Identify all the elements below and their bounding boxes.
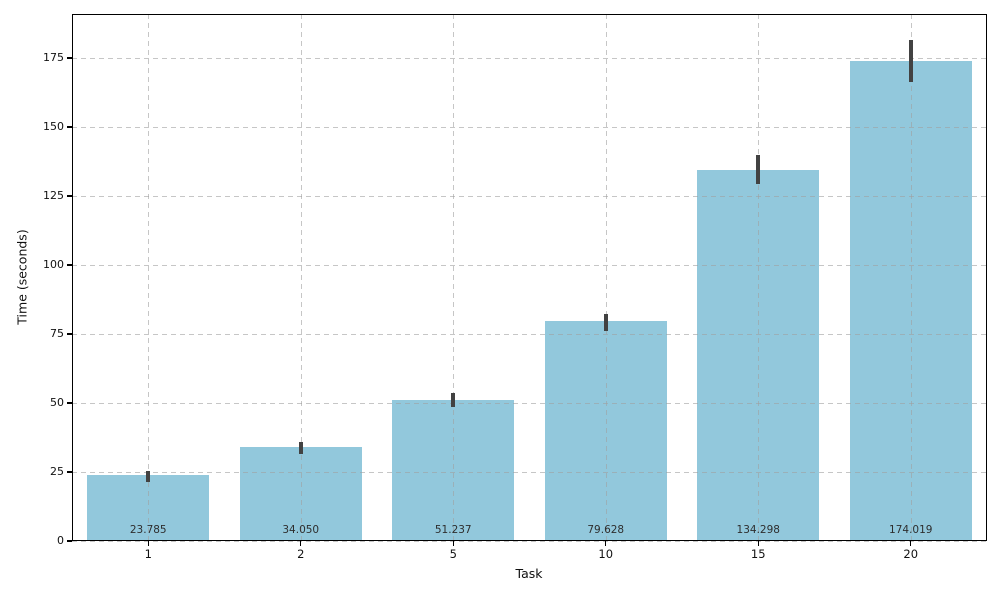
gridline-horizontal (72, 541, 987, 542)
bar-value-label: 134.298 (736, 524, 780, 536)
gridline-horizontal (72, 127, 987, 129)
gridline-vertical (910, 14, 912, 541)
gridline-horizontal (72, 472, 987, 474)
y-tick-label: 100 (43, 258, 64, 272)
error-bar (603, 314, 608, 332)
y-tick-label: 25 (50, 465, 64, 479)
gridline-vertical (300, 14, 302, 541)
bar-value-label: 174.019 (889, 524, 933, 536)
error-bar (908, 40, 913, 83)
y-tick-label: 150 (43, 120, 64, 134)
y-tick-mark (67, 126, 72, 128)
gridline-horizontal (72, 196, 987, 198)
bar-value-label: 23.785 (129, 524, 167, 536)
x-tick-mark (452, 541, 454, 546)
x-tick-label: 5 (449, 547, 457, 561)
gridline-horizontal (72, 403, 987, 405)
y-tick-mark (67, 540, 72, 542)
y-tick-mark (67, 264, 72, 266)
x-tick-mark (910, 541, 912, 546)
x-tick-label: 2 (297, 547, 305, 561)
y-tick-mark (67, 57, 72, 59)
gridline-vertical (605, 14, 607, 541)
bar-value-label: 51.237 (434, 524, 472, 536)
error-bar (756, 154, 761, 185)
x-tick-mark (147, 541, 149, 546)
y-tick-label: 125 (43, 189, 64, 203)
gridline-vertical (148, 14, 150, 541)
error-bar (298, 441, 303, 455)
gridline-horizontal (72, 58, 987, 60)
y-tick-mark (67, 471, 72, 473)
gridline-vertical (453, 14, 455, 541)
bar-value-label: 79.628 (587, 524, 625, 536)
x-tick-label: 1 (144, 547, 152, 561)
y-tick-label: 75 (50, 327, 64, 341)
error-bar (146, 471, 151, 483)
x-tick-mark (605, 541, 607, 546)
x-tick-label: 10 (598, 547, 614, 561)
x-tick-label: 15 (750, 547, 766, 561)
y-tick-mark (67, 333, 72, 335)
y-tick-label: 0 (57, 534, 64, 547)
gridline-horizontal (72, 265, 987, 267)
x-tick-mark (757, 541, 759, 546)
gridline-vertical (758, 14, 760, 541)
y-tick-label: 175 (43, 51, 64, 65)
y-axis-label: Time (seconds) (14, 229, 30, 325)
y-tick-label: 50 (50, 396, 64, 410)
x-axis-label: Task (515, 566, 543, 581)
y-tick-mark (67, 402, 72, 404)
x-tick-mark (300, 541, 302, 546)
gridline-horizontal (72, 334, 987, 336)
x-tick-label: 20 (903, 547, 919, 561)
bar-value-label: 34.050 (282, 524, 320, 536)
y-tick-mark (67, 195, 72, 197)
error-bar (451, 393, 456, 408)
